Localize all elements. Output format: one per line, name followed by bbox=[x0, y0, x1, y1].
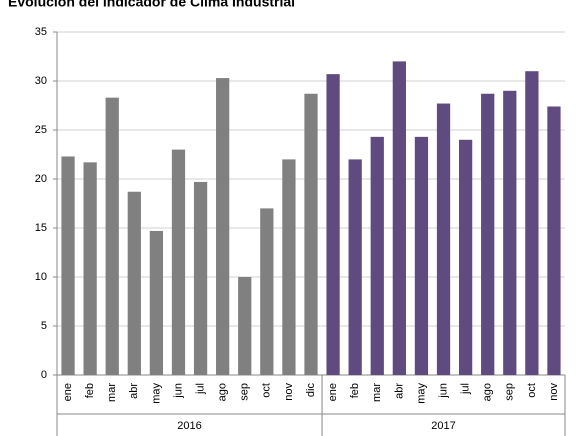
bar bbox=[392, 61, 406, 376]
x-tick-label: dic bbox=[305, 383, 317, 398]
y-tick-label: 30 bbox=[35, 75, 47, 87]
x-tick-label: sep bbox=[504, 383, 516, 401]
bar bbox=[525, 71, 539, 375]
x-tick-label: mar bbox=[371, 383, 383, 402]
x-tick-label: ago bbox=[217, 383, 229, 401]
y-tick-label: 0 bbox=[41, 369, 47, 381]
x-tick-label: jul bbox=[194, 383, 206, 395]
x-tick-label: jul bbox=[460, 383, 472, 395]
bar bbox=[458, 139, 473, 375]
bar bbox=[238, 277, 252, 375]
bar bbox=[414, 136, 429, 375]
bar bbox=[193, 181, 208, 375]
x-tick-label: feb bbox=[84, 383, 96, 398]
bar bbox=[83, 162, 97, 375]
bar bbox=[105, 97, 119, 375]
x-tick-label: abr bbox=[393, 383, 405, 399]
y-tick-label: 25 bbox=[35, 124, 47, 136]
x-tick-label: jun bbox=[437, 383, 449, 399]
x-tick-label: oct bbox=[526, 383, 538, 398]
x-tick-label: mar bbox=[106, 383, 118, 402]
y-tick-label: 15 bbox=[35, 222, 47, 234]
bar bbox=[282, 159, 296, 375]
x-tick-label: feb bbox=[349, 383, 361, 398]
bar bbox=[216, 78, 230, 375]
bar bbox=[348, 159, 362, 375]
bar bbox=[304, 93, 318, 376]
x-tick-label: ene bbox=[62, 383, 74, 401]
y-tick-label: 35 bbox=[35, 26, 47, 38]
x-tick-label: sep bbox=[239, 383, 251, 401]
x-tick-label: nov bbox=[283, 383, 295, 401]
x-tick-label: ene bbox=[327, 383, 339, 401]
y-tick-label: 5 bbox=[41, 320, 47, 332]
bar bbox=[127, 191, 141, 375]
bar bbox=[326, 74, 340, 375]
bar bbox=[149, 230, 164, 375]
bar bbox=[61, 156, 75, 375]
bar bbox=[171, 149, 186, 375]
bar bbox=[547, 106, 561, 375]
group-label: 2016 bbox=[177, 420, 201, 432]
bar bbox=[503, 90, 517, 376]
chart-title: Evolución del indicador de Clima Industr… bbox=[8, 0, 295, 10]
x-tick-label: jun bbox=[172, 383, 184, 399]
x-tick-label: nov bbox=[548, 383, 560, 401]
x-tick-label: may bbox=[150, 383, 162, 404]
bar bbox=[481, 93, 495, 376]
y-tick-label: 10 bbox=[35, 271, 47, 283]
x-tick-label: oct bbox=[261, 383, 273, 398]
x-tick-label: ago bbox=[482, 383, 494, 401]
x-tick-label: abr bbox=[128, 383, 140, 399]
bar bbox=[260, 208, 274, 375]
bar bbox=[370, 136, 384, 375]
y-tick-label: 20 bbox=[35, 173, 47, 185]
group-label: 2017 bbox=[431, 420, 455, 432]
x-tick-label: may bbox=[415, 383, 427, 404]
bar bbox=[436, 103, 451, 375]
